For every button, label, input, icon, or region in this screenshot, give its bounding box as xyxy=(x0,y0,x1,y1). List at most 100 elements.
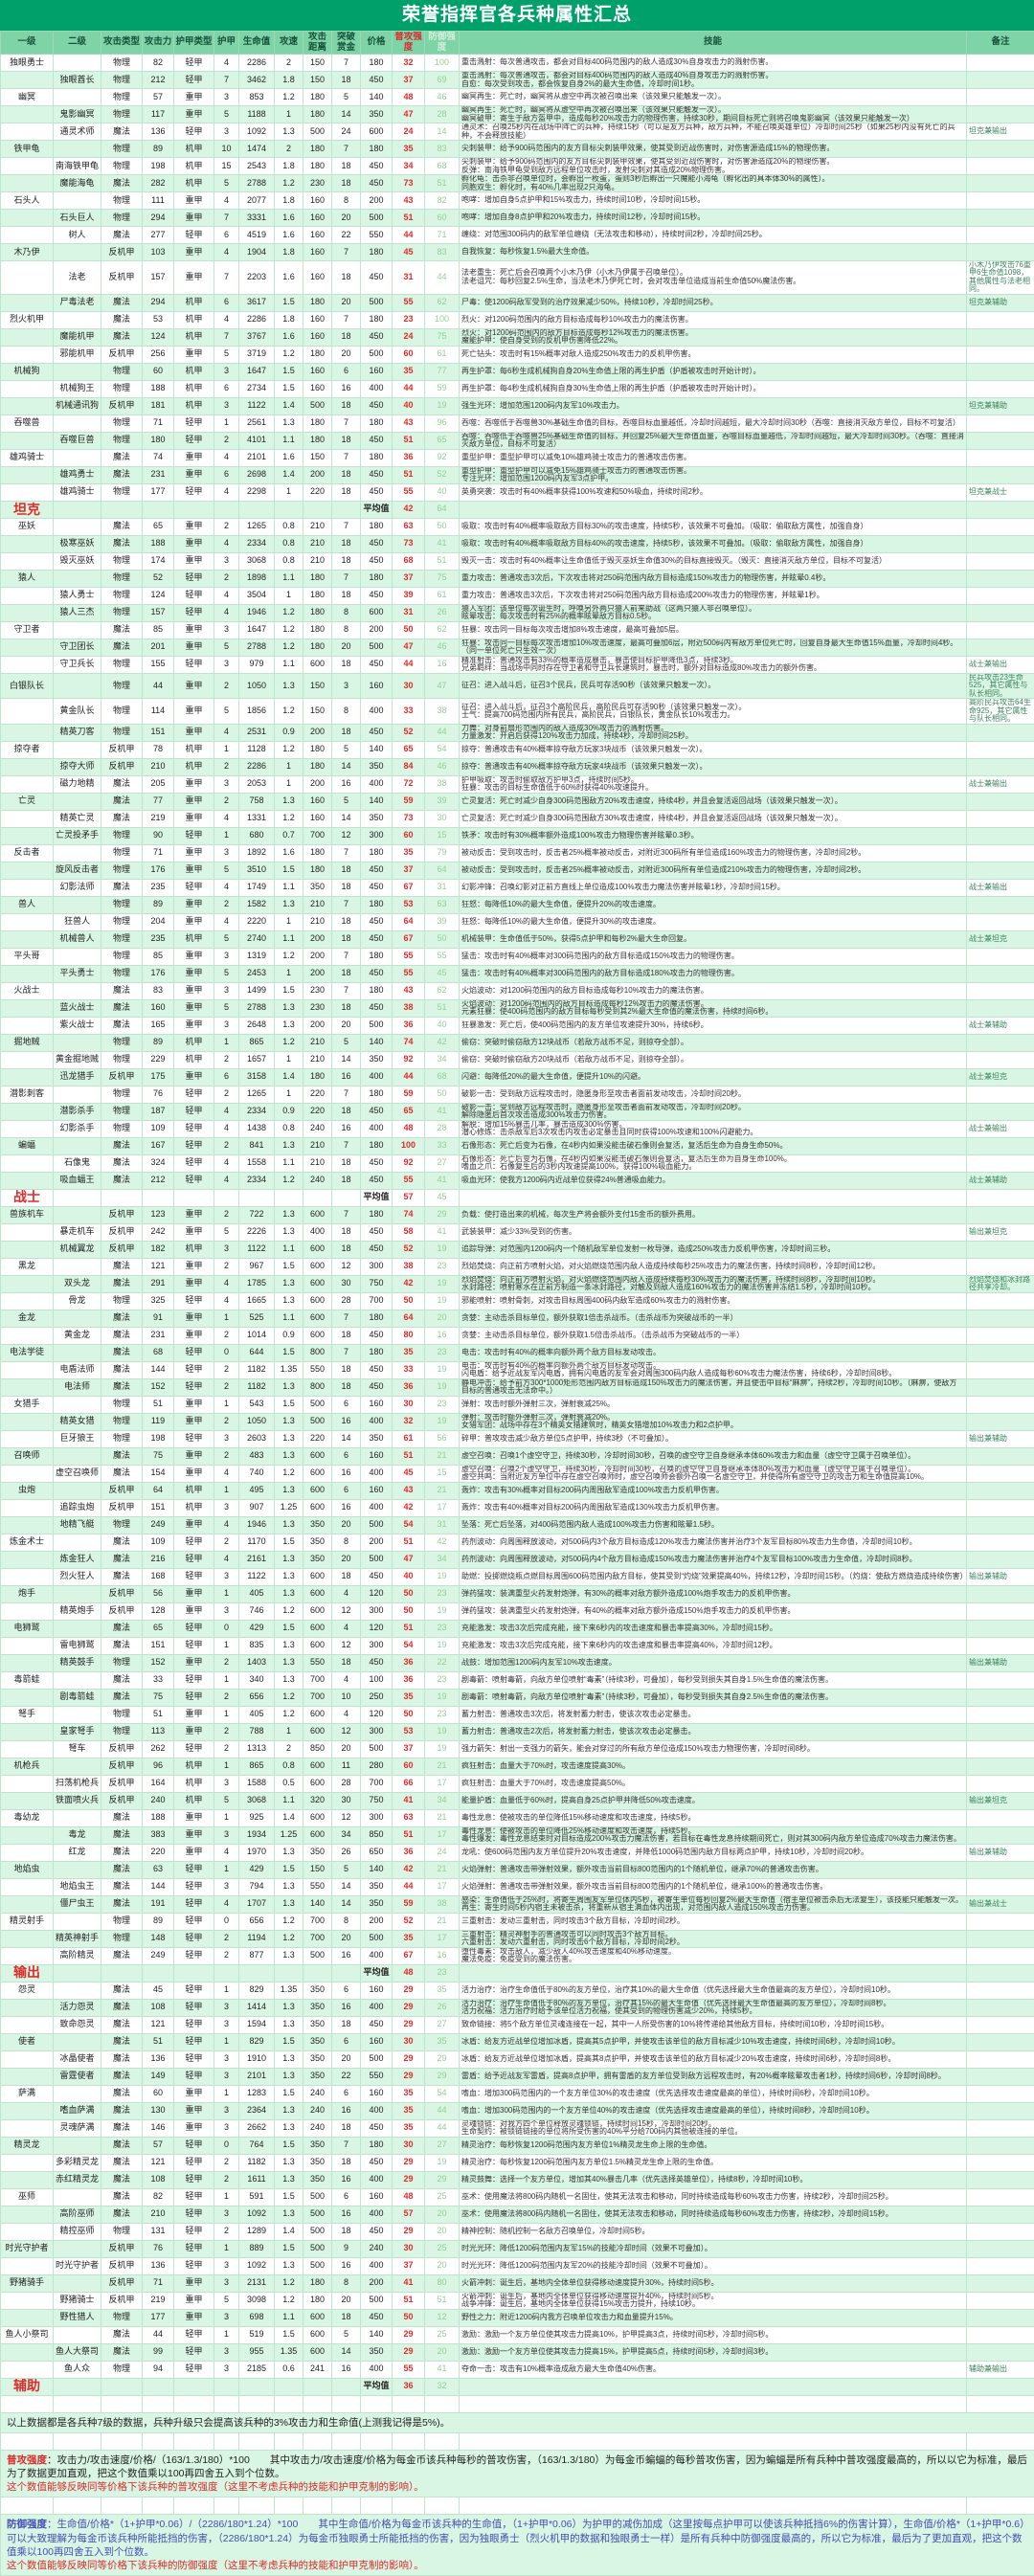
cell: 350 xyxy=(303,1999,332,2016)
cell: 500 xyxy=(361,1551,393,1568)
cell: 71 xyxy=(143,2274,174,2292)
unit-tier2 xyxy=(54,1620,101,1637)
cell: 机甲 xyxy=(174,1034,214,1051)
unit-skill: 轰炸：攻击有30%概率对目标200码内周围敌军造成100%攻击力反机甲伤害。 xyxy=(460,1482,967,1499)
cell: 1.2 xyxy=(275,1689,303,1706)
cell: 55 xyxy=(393,1172,425,1189)
unit-skill: 掠夺：普通攻击有40%概率掠夺敌方玩家4块战币（该效果只触发一次）。 xyxy=(460,758,967,775)
cell: 2561 xyxy=(239,414,275,432)
unit-note xyxy=(967,1947,1034,1964)
unit-tier1 xyxy=(1,552,54,570)
cell: 6 xyxy=(332,2188,361,2206)
cell: 350 xyxy=(361,1430,393,1447)
average-label: 平均值 xyxy=(361,501,393,518)
unit-note xyxy=(967,1413,1034,1430)
cell: 重甲 xyxy=(174,1809,214,1826)
cell: 240 xyxy=(303,2085,332,2102)
cell: 魔法 xyxy=(101,1172,143,1189)
cell: 3 xyxy=(214,1999,239,2016)
cell: 136 xyxy=(143,2257,174,2274)
cell: 4 xyxy=(214,604,239,621)
unit-tier1 xyxy=(1,1051,54,1068)
cell: 14 xyxy=(332,1430,361,1447)
cell: 魔法 xyxy=(101,1947,143,1964)
unit-tier1: 巫师 xyxy=(1,2188,54,2206)
cell: 36 xyxy=(393,1654,425,1671)
cell xyxy=(174,2395,214,2412)
cell: 28 xyxy=(332,1292,361,1310)
unit-tier2: 虚空召唤师 xyxy=(54,1465,101,1482)
cell: 魔法 xyxy=(101,1465,143,1482)
cell: 魔法 xyxy=(101,2016,143,2033)
cell: 16 xyxy=(332,1068,361,1086)
unit-skill: 充能激发：攻击3次后完成充能，接下来6秒内的攻击速度和暴击率提高40%，冷却时间… xyxy=(460,1637,967,1654)
cell: 600 xyxy=(303,1482,332,1499)
unit-tier2: 机械通讯狗 xyxy=(54,397,101,414)
cell: 重甲 xyxy=(174,1844,214,1861)
cell: 100 xyxy=(425,311,460,328)
cell: 160 xyxy=(303,328,332,346)
cell: 180 xyxy=(361,844,393,862)
cell: 物理 xyxy=(101,1430,143,1447)
cell: 500 xyxy=(303,123,332,141)
cell: 43 xyxy=(393,414,425,432)
cell: 4 xyxy=(332,1706,361,1723)
cell: 160 xyxy=(303,363,332,380)
cell: 轻甲 xyxy=(174,2240,214,2257)
unit-tier1 xyxy=(1,810,54,827)
unit-skill: 破影一击：受到敌方远程攻击时，隐匿身形至攻击者面前发动攻击，冷却时间20秒。 xyxy=(460,1086,967,1103)
cell: 10 xyxy=(214,141,239,158)
column-header: 普攻强度 xyxy=(393,32,425,55)
cell: 重甲 xyxy=(174,862,214,879)
cell: 0 xyxy=(214,1620,239,1637)
cell: 3 xyxy=(214,2343,239,2361)
cell: 45 xyxy=(393,244,425,261)
cell: 1.5 xyxy=(275,1396,303,1413)
unit-tier1 xyxy=(1,965,54,982)
cell: 2220 xyxy=(239,913,275,930)
cell: 350 xyxy=(361,758,393,775)
cell: 重甲 xyxy=(174,1723,214,1740)
cell: 28 xyxy=(425,106,460,123)
cell: 119 xyxy=(143,1413,174,1430)
cell: 魔法 xyxy=(101,2050,143,2068)
cell: 18 xyxy=(332,1154,361,1172)
cell: 124 xyxy=(143,328,174,346)
cell: 4 xyxy=(214,483,239,501)
cell: 1892 xyxy=(239,844,275,862)
cell: 600 xyxy=(303,1723,332,1740)
cell: 180 xyxy=(303,432,332,449)
unit-note xyxy=(967,1396,1034,1413)
unit-note xyxy=(967,1861,1034,1878)
cell: 轻甲 xyxy=(174,827,214,844)
cell: 重甲 xyxy=(174,638,214,656)
unit-tier1 xyxy=(1,1723,54,1740)
cell: 3 xyxy=(214,1775,239,1792)
cell: 2788 xyxy=(239,638,275,656)
cell: 450 xyxy=(361,913,393,930)
cell: 23 xyxy=(425,1585,460,1602)
cell xyxy=(101,501,143,518)
cell: 重甲 xyxy=(174,2119,214,2137)
cell: 物理 xyxy=(101,483,143,501)
cell: 物理 xyxy=(101,1654,143,1671)
cell: 物理 xyxy=(101,862,143,879)
cell xyxy=(239,1189,275,1206)
cell: 3 xyxy=(214,2309,239,2326)
cell: 2203 xyxy=(239,261,275,295)
unit-tier1 xyxy=(1,1172,54,1189)
cell: 210 xyxy=(303,1034,332,1051)
unit-tier1: 吞噬兽 xyxy=(1,414,54,432)
cell: 7 xyxy=(332,414,361,432)
unit-tier2: 平头勇士 xyxy=(54,965,101,982)
unit-note xyxy=(967,1758,1034,1775)
cell: 450 xyxy=(361,466,393,483)
cell xyxy=(460,501,967,518)
unit-note xyxy=(967,518,1034,535)
cell: 5 xyxy=(214,1792,239,1809)
